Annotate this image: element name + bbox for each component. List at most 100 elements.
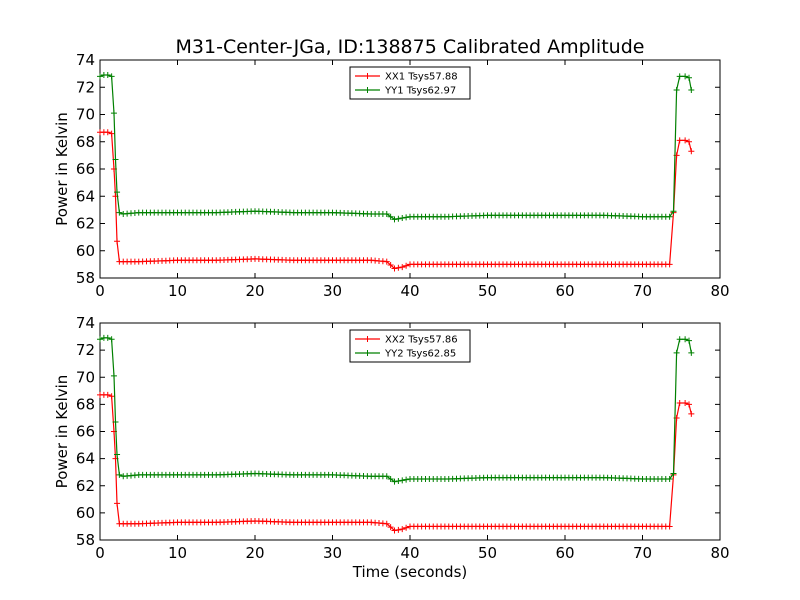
legend: XX2 Tsys57.86 YY2 Tsys62.85 xyxy=(349,329,471,363)
data-point-marker xyxy=(116,209,123,216)
y-tick-label: 68 xyxy=(76,133,95,151)
x-tick-label: 60 xyxy=(555,282,574,300)
legend-marker xyxy=(364,73,371,79)
data-point-marker xyxy=(673,349,680,356)
x-tick-label: 80 xyxy=(710,544,729,562)
x-tick-label: 80 xyxy=(710,282,729,300)
data-point-marker xyxy=(387,524,394,531)
data-point-marker xyxy=(112,156,119,163)
y-axis-label: Power in Kelvin xyxy=(53,112,71,226)
data-point-marker xyxy=(387,262,394,269)
data-point-marker xyxy=(114,238,121,245)
data-point-marker xyxy=(395,264,402,271)
legend-box xyxy=(349,66,471,100)
y-tick-label: 72 xyxy=(76,78,95,96)
data-point-marker xyxy=(403,476,410,483)
legend-label: XX1 Tsys57.88 xyxy=(385,72,458,83)
y-tick-label: 60 xyxy=(76,242,95,260)
y-tick-label: 68 xyxy=(76,395,95,413)
data-point-marker xyxy=(387,213,394,220)
data-point-marker xyxy=(676,73,683,80)
data-point-marker xyxy=(108,336,115,343)
data-point-marker xyxy=(686,74,692,81)
data-point-marker xyxy=(673,86,680,93)
x-tick-label: 0 xyxy=(95,282,105,300)
data-point-marker xyxy=(403,524,410,531)
y-tick-label: 58 xyxy=(76,269,95,287)
y-tick-label: 74 xyxy=(76,51,95,69)
data-point-marker xyxy=(686,138,692,145)
y-tick-label: 70 xyxy=(76,368,95,386)
legend: XX1 Tsys57.88 YY1 Tsys62.97 xyxy=(349,66,471,100)
data-point-marker xyxy=(670,208,677,215)
x-tick-label: 50 xyxy=(478,544,497,562)
data-point-marker xyxy=(688,349,695,356)
legend-marker xyxy=(364,350,371,356)
data-point-marker xyxy=(676,400,683,407)
data-point-marker xyxy=(395,526,402,533)
legend-label: XX2 Tsys57.86 xyxy=(385,335,458,346)
series-markers xyxy=(97,129,695,272)
data-point-marker xyxy=(666,213,673,220)
data-point-marker xyxy=(391,478,398,485)
y-tick-label: 60 xyxy=(76,504,95,522)
data-point-marker xyxy=(682,336,689,343)
data-point-marker xyxy=(688,410,695,417)
data-point-marker xyxy=(387,475,394,482)
data-point-marker xyxy=(110,110,117,117)
data-point-marker xyxy=(391,265,398,272)
data-point-marker xyxy=(114,451,121,458)
data-point-marker xyxy=(395,215,402,222)
series-markers xyxy=(97,391,695,534)
x-tick-label: 10 xyxy=(168,282,187,300)
data-point-marker xyxy=(116,471,123,478)
series-line xyxy=(100,394,692,532)
x-tick-label: 10 xyxy=(168,544,187,562)
data-point-marker xyxy=(686,337,692,344)
data-point-marker xyxy=(383,473,390,480)
y-tick-label: 58 xyxy=(76,531,95,549)
legend-box xyxy=(349,329,471,363)
data-point-marker xyxy=(391,216,398,223)
x-tick-label: 0 xyxy=(95,544,105,562)
data-point-marker xyxy=(399,215,406,222)
x-tick-label: 70 xyxy=(633,282,652,300)
data-point-marker xyxy=(97,336,103,343)
data-point-marker xyxy=(688,148,695,155)
y-tick-label: 62 xyxy=(76,215,95,233)
x-tick-label: 30 xyxy=(323,282,342,300)
data-point-marker xyxy=(97,73,103,80)
x-tick-label: 60 xyxy=(555,544,574,562)
y-tick-label: 64 xyxy=(76,450,95,468)
x-tick-label: 40 xyxy=(400,544,419,562)
x-axis-label: Time (seconds) xyxy=(352,563,468,581)
data-point-marker xyxy=(104,334,111,341)
data-point-marker xyxy=(686,401,692,408)
y-axis-label: Power in Kelvin xyxy=(53,375,71,489)
data-point-marker xyxy=(395,478,402,485)
x-tick-label: 70 xyxy=(633,544,652,562)
y-tick-label: 66 xyxy=(76,160,95,178)
data-point-marker xyxy=(108,130,115,137)
chart-title: M31-Center-JGa, ID:138875 Calibrated Amp… xyxy=(176,36,645,58)
data-point-marker xyxy=(399,477,406,484)
data-point-marker xyxy=(682,73,689,80)
y-tick-label: 72 xyxy=(76,341,95,359)
data-point-marker xyxy=(383,520,390,527)
data-point-marker xyxy=(676,137,683,144)
bottom-panel: 0 10 20 30 40 50 60 70 80 58 60 62 64 66 68 70 72 74 Power… xyxy=(53,314,730,562)
y-tick-label: 62 xyxy=(76,477,95,495)
data-point-marker xyxy=(403,262,410,269)
y-tick-label: 66 xyxy=(76,423,95,441)
series-markers xyxy=(97,334,695,485)
data-point-marker xyxy=(666,523,673,530)
data-point-marker xyxy=(110,372,117,379)
x-tick-label: 40 xyxy=(400,282,419,300)
data-point-marker xyxy=(676,336,683,343)
data-point-marker xyxy=(682,400,689,407)
top-panel: 0 10 20 30 40 50 60 70 80 58 60 62 64 66 68 70 72 74 Power… xyxy=(53,51,730,300)
y-tick-label: 74 xyxy=(76,314,95,332)
data-point-marker xyxy=(104,391,111,398)
data-point-marker xyxy=(112,419,119,426)
